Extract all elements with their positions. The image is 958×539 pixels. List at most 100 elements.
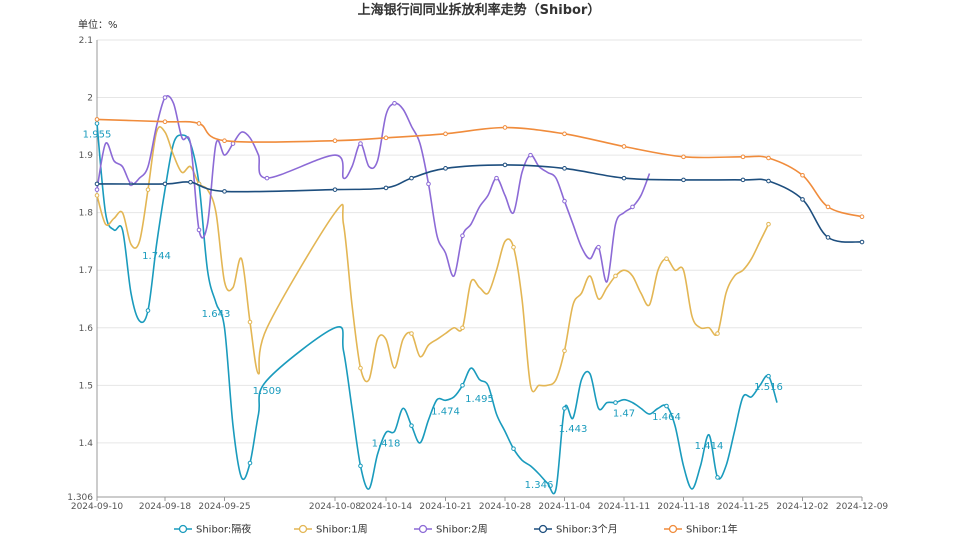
- series-point-4: [502, 125, 508, 130]
- series-point-3: [332, 187, 338, 192]
- x-axis-ticks: 2024-09-10 2024-09-18 2024-09-25 2024-10-08…: [71, 497, 888, 512]
- legend-label: Shibor:隔夜: [196, 523, 251, 536]
- legend-label: Shibor:1周: [316, 524, 368, 536]
- legend-swatch-marker: [418, 524, 428, 534]
- series-point-1: [562, 348, 567, 354]
- y-tick-label: 1.9: [79, 151, 94, 161]
- legend-label: Shibor:2周: [436, 524, 488, 536]
- data-labels: 1.955 1.744 1.643 1.509 1.418 1.474 1.495 1.346…: [83, 129, 783, 491]
- data-label: 1.516: [754, 382, 783, 393]
- series-point-2: [196, 227, 202, 233]
- unit-label: 单位：%: [78, 18, 118, 31]
- series-point-1: [511, 244, 516, 250]
- series-line-2: [96, 95, 651, 283]
- data-label: 1.346: [525, 480, 554, 491]
- x-tick-label: 2024-10-08: [309, 502, 362, 512]
- series-point-3: [621, 175, 627, 181]
- legend-swatch-marker: [538, 524, 548, 534]
- series-point-3: [383, 185, 389, 191]
- series-point-0: [511, 446, 516, 451]
- series-point-0: [715, 475, 720, 480]
- series-point-0: [664, 403, 669, 409]
- series-point-3: [800, 197, 805, 202]
- data-label: 1.955: [83, 129, 112, 140]
- series-point-1: [715, 331, 720, 336]
- series-point-0: [145, 308, 151, 313]
- series-point-4: [800, 172, 805, 178]
- series-point-1: [613, 273, 618, 279]
- series-point-1: [409, 331, 414, 336]
- data-label: 1.474: [431, 406, 460, 417]
- legend-swatch-marker: [178, 524, 188, 534]
- y-tick-label: 1.4: [79, 439, 94, 449]
- series-point-3: [859, 239, 865, 245]
- axes: [96, 40, 862, 498]
- data-label: 1.643: [202, 309, 231, 320]
- series-point-2: [596, 244, 601, 250]
- y-axis-ticks: 1.306 1.4 1.5 1.6 1.7 1.8 1.9 2 2.1: [67, 36, 93, 503]
- series-point-0: [613, 400, 618, 405]
- data-label: 1.464: [652, 412, 681, 423]
- series-point-3: [766, 178, 771, 184]
- series-point-2: [264, 175, 270, 181]
- series-point-2: [162, 95, 168, 100]
- series-point-0: [460, 383, 465, 388]
- x-tick-label: 2024-09-18: [139, 502, 192, 512]
- data-label: 1.47: [613, 409, 635, 420]
- series-point-1: [664, 256, 669, 262]
- series-point-2: [630, 204, 635, 210]
- y-tick-label: 1.8: [79, 209, 94, 219]
- series-point-4: [443, 131, 448, 137]
- series-point-1: [766, 221, 771, 227]
- series-point-3: [740, 177, 746, 183]
- x-tick-label: 2024-09-25: [198, 502, 250, 512]
- grid-lines: [97, 39, 862, 498]
- series-point-0: [409, 423, 414, 428]
- y-tick-label: 1.6: [79, 324, 94, 334]
- series-point-4: [222, 138, 227, 144]
- series-point-3: [562, 166, 567, 171]
- series-point-4: [621, 144, 627, 149]
- data-label: 1.495: [465, 394, 494, 405]
- series-point-1: [460, 325, 465, 331]
- series-point-3: [409, 175, 414, 181]
- series-point-4: [562, 131, 567, 137]
- series-point-4: [162, 119, 168, 125]
- series-point-2: [392, 101, 397, 106]
- series-point-2: [494, 175, 499, 181]
- data-label: 1.418: [372, 439, 401, 450]
- x-tick-label: 2024-10-14: [360, 502, 413, 512]
- series-point-4: [859, 214, 865, 219]
- series-point-1: [358, 365, 363, 371]
- legend-label: Shibor:3个月: [556, 524, 618, 536]
- series-point-4: [196, 121, 202, 126]
- series-point-3: [502, 162, 508, 168]
- series-point-0: [562, 406, 567, 411]
- series-point-1: [247, 319, 253, 325]
- data-label: 1.744: [142, 251, 171, 262]
- series-point-4: [383, 135, 389, 141]
- series-point-0: [94, 121, 100, 126]
- y-tick-label: 1.306: [67, 493, 93, 503]
- series-point-3: [162, 181, 168, 187]
- x-tick-label: 2024-11-25: [717, 502, 769, 512]
- chart-title: 上海银行间同业拆放利率走势（Shibor）: [358, 2, 601, 18]
- x-tick-label: 2024-09-10: [71, 502, 124, 512]
- legend-swatch-marker: [298, 524, 308, 534]
- data-label: 1.414: [695, 441, 724, 452]
- legend: Shibor:隔夜 Shibor:1周 Shibor:2周 Shibor:3个月 Shi…: [174, 523, 738, 536]
- series-line-3: [96, 164, 863, 243]
- data-label: 1.509: [253, 386, 282, 397]
- series-point-4: [766, 155, 771, 161]
- series-point-2: [562, 198, 567, 204]
- x-tick-label: 2024-11-11: [598, 502, 650, 512]
- series-point-0: [358, 463, 363, 469]
- series-point-0: [766, 373, 771, 379]
- y-tick-label: 1.5: [79, 381, 93, 391]
- series-point-4: [94, 117, 100, 122]
- series-point-1: [94, 193, 100, 198]
- series-point-4: [825, 204, 831, 210]
- series-group: [94, 95, 865, 495]
- series-point-3: [443, 166, 448, 171]
